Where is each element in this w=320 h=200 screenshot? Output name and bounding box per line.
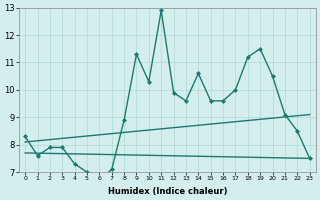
- X-axis label: Humidex (Indice chaleur): Humidex (Indice chaleur): [108, 187, 227, 196]
